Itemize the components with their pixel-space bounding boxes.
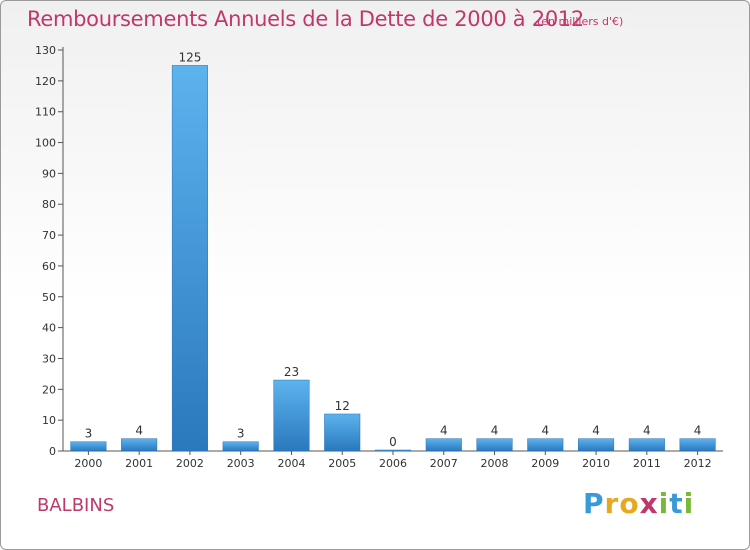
x-tick-label: 2012	[684, 457, 712, 470]
y-tick-label: 0	[49, 445, 56, 458]
y-tick-label: 90	[42, 167, 56, 180]
y-tick-label: 120	[35, 75, 56, 88]
x-tick-label: 2010	[582, 457, 610, 470]
bar	[374, 449, 412, 452]
bars: 3 4 125 3 23 12 0 4 4 4 4 4 4	[70, 50, 716, 452]
bar-value-label: 125	[178, 50, 201, 64]
x-tick-label: 2002	[176, 457, 204, 470]
x-tick-label: 2004	[277, 457, 305, 470]
chart-subtitle: (en milliers d'€)	[537, 15, 624, 28]
bar	[273, 379, 310, 452]
bar	[70, 441, 107, 452]
x-tick-label: 2000	[74, 457, 102, 470]
bar-value-label: 4	[694, 424, 702, 438]
logo-letter: P	[583, 487, 605, 520]
y-tick-label: 80	[42, 198, 56, 211]
y-tick-label: 70	[42, 229, 56, 242]
y-axis: 0 10 20 30 40 50 60 70 80 90 100 110 120 130	[35, 44, 64, 458]
bar-value-label: 23	[284, 365, 299, 379]
y-tick-label: 30	[42, 352, 56, 365]
bar-value-label: 4	[491, 424, 499, 438]
bar	[628, 438, 665, 452]
bar	[679, 438, 716, 452]
bar	[578, 438, 615, 452]
x-tick-label: 2009	[531, 457, 559, 470]
bar	[121, 438, 158, 452]
y-tick-label: 50	[42, 291, 56, 304]
chart-title: Remboursements Annuels de la Dette de 20…	[27, 7, 584, 31]
logo-letter: i	[683, 487, 695, 520]
logo-letter: t	[669, 487, 684, 520]
logo-letter: i	[658, 487, 670, 520]
bar-value-label: 0	[389, 435, 397, 449]
y-tick-label: 130	[35, 44, 56, 57]
y-tick-label: 20	[42, 383, 56, 396]
x-tick-label: 2006	[379, 457, 407, 470]
y-tick-label: 60	[42, 260, 56, 273]
x-tick-label: 2001	[125, 457, 153, 470]
x-tick-label: 2011	[633, 457, 661, 470]
bar-value-label: 3	[85, 427, 93, 441]
bar-value-label: 12	[335, 399, 350, 413]
logo-letter: r	[604, 487, 620, 520]
y-tick-label: 10	[42, 414, 56, 427]
x-axis: 2000 2001 2002 2003 2004 2005 2006 2007 2008 2009…	[63, 450, 723, 470]
x-tick-label: 2005	[328, 457, 356, 470]
bar	[425, 438, 462, 452]
bar-value-label: 3	[237, 427, 245, 441]
logo-letter: o	[619, 487, 640, 520]
commune-name: BALBINS	[37, 495, 115, 516]
bar	[527, 438, 564, 452]
bar	[222, 441, 259, 452]
y-tick-label: 40	[42, 322, 56, 335]
bar	[171, 65, 208, 452]
bar-value-label: 4	[643, 424, 651, 438]
y-tick-label: 110	[35, 106, 56, 119]
x-tick-label: 2003	[227, 457, 255, 470]
bar	[324, 413, 361, 452]
y-tick-label: 100	[35, 137, 56, 150]
bar-value-label: 4	[135, 424, 143, 438]
bar-value-label: 4	[592, 424, 600, 438]
proxiti-logo[interactable]: Proxiti	[583, 487, 694, 520]
logo-letter: x	[639, 487, 659, 520]
x-tick-label: 2008	[481, 457, 509, 470]
bar-value-label: 4	[541, 424, 549, 438]
bar-value-label: 4	[440, 424, 448, 438]
bar	[476, 438, 513, 452]
x-tick-label: 2007	[430, 457, 458, 470]
